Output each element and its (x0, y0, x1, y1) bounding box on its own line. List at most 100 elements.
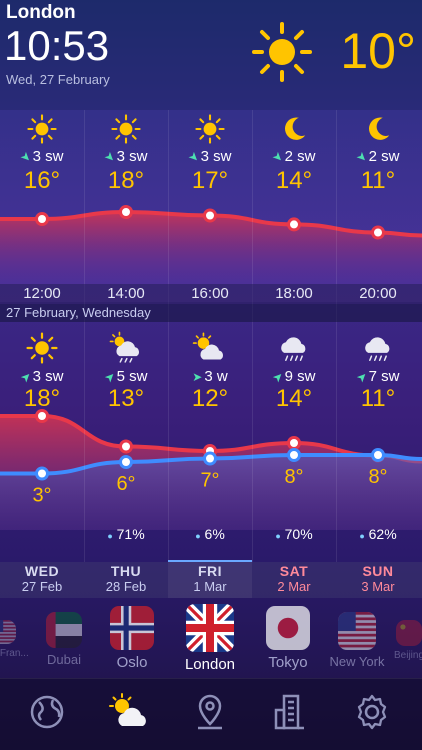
city-item[interactable]: Dubai (34, 612, 94, 667)
city-label: Beijing (393, 650, 422, 661)
day-name: SAT (279, 563, 309, 579)
globe-icon[interactable] (27, 692, 71, 736)
hour-label: 18:00 (275, 285, 313, 302)
usa-flag-icon (338, 612, 376, 650)
city-item[interactable]: London (180, 604, 240, 673)
day-name: THU (110, 563, 142, 579)
day-date: 2 Mar (277, 579, 311, 594)
daily-column[interactable]: ➤3 sw 18° (0, 330, 84, 413)
city-label: London (184, 656, 236, 673)
sun-icon (0, 112, 84, 146)
weather-icon[interactable] (107, 692, 151, 736)
hourly-temperature: 16° (23, 167, 61, 194)
city-label: New York (329, 654, 385, 669)
raindrop-icon: ● (275, 531, 281, 541)
day-label[interactable]: WED 27 Feb (0, 563, 84, 594)
day-name: SUN (362, 563, 394, 579)
rain-cloud-icon (336, 330, 420, 366)
wind-direction-icon: ➤ (269, 148, 287, 166)
day-label[interactable]: SUN 3 Mar (336, 563, 420, 594)
hourly-temperature-fill (0, 212, 422, 284)
daily-column[interactable]: ➤7 sw 11° (336, 330, 420, 413)
daily-high-temperature: 11° (360, 385, 396, 412)
settings-gear-icon[interactable] (352, 692, 396, 736)
wind-speed: ➤ 3 w (192, 368, 228, 385)
day-label[interactable]: THU 28 Feb (84, 563, 168, 594)
day-label[interactable]: FRI 1 Mar (168, 563, 252, 594)
selected-day-highlight (168, 560, 252, 598)
wind-direction-icon: ➤ (17, 148, 35, 166)
city-label: Dubai (47, 652, 81, 667)
hourly-temperature: 18° (107, 167, 145, 194)
current-time: 10:53 (4, 22, 110, 69)
location-pin-icon[interactable] (190, 692, 234, 736)
daily-high-temperature: 12° (191, 385, 229, 412)
city-item[interactable]: Beijing (379, 620, 422, 661)
daily-low-temperature-label: 8° (284, 466, 303, 488)
moon-icon (252, 112, 336, 146)
daily-low-temperature-label: 6° (116, 473, 135, 495)
city-item[interactable]: San Fran... (0, 620, 34, 659)
sun-icon (84, 112, 168, 146)
wind-speed: ➤3 sw (17, 368, 64, 386)
daily-column[interactable]: ➤5 sw 13° (84, 330, 168, 413)
hour-label: 20:00 (359, 285, 397, 302)
wind-speed: ➤3 sw (17, 148, 64, 166)
hourly-temperature-point (35, 212, 49, 226)
japan-flag-icon (266, 606, 310, 650)
uae-flag-icon (46, 612, 82, 648)
raindrop-icon: ● (107, 531, 113, 541)
day-label-band (0, 562, 422, 598)
hour-label: 16:00 (191, 285, 229, 302)
wind-speed: ➤2 sw (353, 148, 400, 166)
wind-speed: ➤5 sw (101, 368, 148, 386)
hourly-temperature-point (287, 217, 301, 232)
daily-low-temperature-label: 7° (200, 470, 219, 492)
hourly-temperature-point (371, 225, 385, 240)
precipitation-chance: ● 70% (275, 526, 313, 542)
wind-speed: ➤3 sw (185, 148, 232, 166)
uk-flag-icon (186, 604, 234, 652)
sun-icon (168, 112, 252, 146)
partly-cloudy-icon (168, 330, 252, 366)
city-item[interactable]: Tokyo (258, 606, 318, 671)
wind-speed: ➤2 sw (269, 148, 316, 166)
hourly-column: ➤3 sw 18° (84, 112, 168, 195)
china-flag-icon (396, 620, 422, 646)
day-name: FRI (197, 563, 223, 579)
day-date: 28 Feb (105, 579, 147, 594)
daily-column[interactable]: ➤9 sw 14° (252, 330, 336, 413)
city-list-icon[interactable] (270, 692, 314, 736)
date-band-label: 27 February, Wednesday (6, 305, 151, 320)
hourly-column: ➤2 sw 11° (336, 112, 420, 195)
current-date: Wed, 27 February (6, 72, 110, 87)
wind-direction-icon: ➤ (101, 148, 119, 166)
daily-low-temperature-point (371, 448, 385, 462)
norway-flag-icon (110, 606, 154, 650)
daily-high-temperature-point (119, 439, 133, 454)
daily-column[interactable]: ➤ 3 w 12° (168, 330, 252, 413)
hour-label: 12:00 (23, 285, 61, 302)
current-temperature: 10° (340, 23, 416, 79)
moon-icon (336, 112, 420, 146)
wind-direction-icon: ➤ (353, 368, 371, 386)
hourly-temperature: 11° (360, 167, 396, 194)
daily-low-temperature-point (203, 451, 217, 466)
date-band: 27 February, Wednesday (0, 304, 422, 322)
day-date: 1 Mar (193, 579, 227, 594)
city-name: London (6, 2, 76, 23)
city-item[interactable]: Oslo (102, 606, 162, 671)
wind-direction-icon: ➤ (101, 368, 119, 386)
wind-speed: ➤9 sw (269, 368, 316, 386)
tab-bar (0, 678, 422, 750)
hour-label-bar (0, 284, 422, 304)
city-carousel[interactable]: San Fran... Dubai Oslo London Tokyo New York B… (0, 598, 422, 678)
city-item[interactable]: New York (327, 612, 387, 669)
daily-high-temperature-point (287, 436, 301, 450)
day-label[interactable]: SAT 2 Mar (252, 563, 336, 594)
city-label: Tokyo (268, 654, 308, 671)
day-date: 27 Feb (21, 579, 63, 594)
precipitation-chance: ● 62% (359, 526, 397, 542)
day-name: WED (24, 563, 60, 579)
usa-flag-icon (0, 620, 16, 644)
